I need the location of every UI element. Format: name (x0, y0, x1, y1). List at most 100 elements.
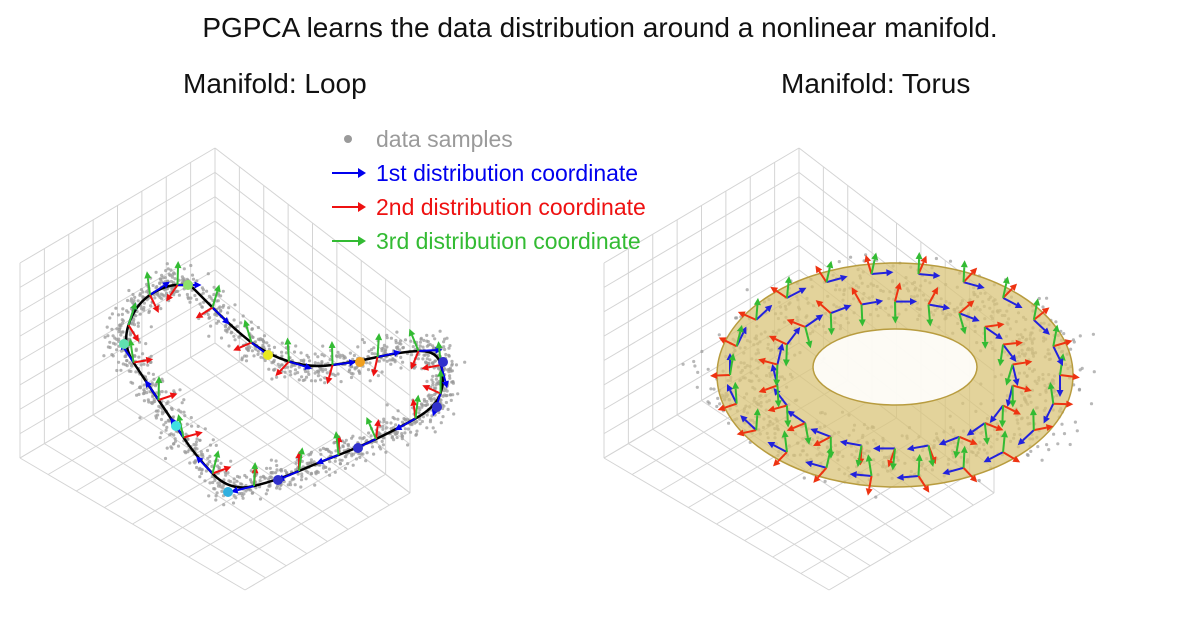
arrow-2nd (325, 364, 334, 385)
arrow-3rd (774, 385, 782, 408)
arrow-2nd (1002, 451, 1021, 463)
arrow-2nd (917, 475, 930, 493)
arrow-3rd (782, 344, 790, 367)
manifold-marker (119, 339, 129, 349)
arrow-2nd (758, 357, 778, 366)
arrow-3rd (960, 445, 968, 468)
arrow-3rd (784, 276, 792, 299)
arrow-2nd (737, 311, 757, 321)
arrow-3rd (858, 304, 866, 327)
arrow-3rd (827, 436, 835, 459)
torus-hole (812, 328, 978, 406)
distribution-arrows-loop (120, 261, 449, 494)
arrow-3rd (284, 337, 292, 362)
arrow-2nd (410, 350, 420, 370)
arrow-2nd (158, 392, 178, 401)
legend-item-3rd: 3rd distribution coordinate (330, 224, 646, 258)
arrow-1st (786, 326, 801, 346)
arrow-1st (145, 380, 160, 401)
arrow-2nd (962, 467, 978, 483)
arrow-1st (394, 417, 416, 431)
arrow-2nd (768, 335, 788, 346)
arrow-2nd (864, 254, 873, 275)
arrow-3rd (855, 445, 863, 468)
arrow-1st (958, 312, 980, 322)
panel-title-loop: Manifold: Loop (183, 68, 367, 99)
arrow-2nd (958, 300, 975, 314)
arrow-3rd (804, 422, 812, 445)
arrow-icon (332, 236, 366, 246)
arrow-2nd (195, 306, 214, 319)
arrow-2nd (815, 300, 832, 314)
arrow-1st (938, 435, 960, 446)
arrow-1st (871, 269, 894, 277)
arrow-1st (805, 460, 827, 469)
arrow-1st (984, 326, 1003, 340)
arrow-1st (918, 271, 941, 279)
arrow-2nd (717, 402, 737, 412)
arrow-3rd (1001, 430, 1008, 453)
manifold-marker (171, 421, 181, 431)
manifold-marker (355, 357, 365, 367)
arrow-2nd (183, 430, 203, 439)
arrow-1st (873, 444, 895, 452)
arrow-3rd (870, 252, 879, 275)
arrow-3rd (127, 302, 138, 326)
arrow-3rd (981, 326, 989, 349)
arrow-1st (1033, 319, 1050, 335)
arrow-1st (804, 314, 824, 328)
arrow-3rd (1009, 385, 1017, 408)
arrow-2nd (1033, 307, 1050, 321)
arrow-1st (288, 360, 312, 370)
arrow-3rd (983, 422, 991, 445)
arrow-3rd (1047, 381, 1055, 404)
arrow-3rd (891, 301, 899, 324)
arrow-1st (786, 287, 807, 299)
arrow-2nd (374, 419, 382, 440)
arrow-2nd (815, 265, 828, 283)
arrow-3rd (297, 447, 305, 472)
arrow-1st (928, 303, 951, 311)
arrow-3rd (960, 260, 968, 283)
arrow-3rd (889, 448, 897, 471)
arrow-1st (440, 364, 449, 389)
arrow-1st (895, 298, 917, 306)
arrow-2nd (1059, 373, 1080, 381)
arrow-2nd (962, 267, 978, 283)
arrow-3rd (728, 353, 736, 376)
arrow-1st (830, 304, 852, 315)
arrow-2nd (1012, 384, 1032, 393)
arrow-2nd (212, 465, 232, 475)
arrow-3rd (865, 454, 873, 477)
arrow-2nd (927, 286, 939, 306)
arrow-2nd (770, 286, 788, 299)
arrow-3rd (825, 260, 834, 283)
arrow-3rd (753, 297, 761, 320)
arrow-3rd (997, 344, 1005, 367)
arrow-3rd (408, 328, 420, 352)
arrow-2nd (421, 363, 442, 371)
arrow-1st (377, 349, 401, 358)
manifold-marker (438, 357, 448, 367)
legend-item-2nd: 2nd distribution coordinate (330, 190, 646, 224)
arrow-3rd (127, 338, 135, 363)
legend: data samples 1st distribution coordinate… (330, 122, 646, 258)
arrow-1st (1052, 345, 1064, 367)
arrow-3rd (1052, 324, 1060, 347)
arrow-1st (1043, 403, 1055, 424)
arrow-3rd (804, 326, 813, 349)
arrow-3rd (1029, 408, 1037, 431)
legend-label-2nd: 2nd distribution coordinate (376, 194, 646, 220)
arrow-1st (755, 304, 773, 321)
arrow-1st (332, 359, 357, 367)
grid-box-loop (19, 147, 411, 591)
arrow-3rd (735, 324, 744, 347)
dot-icon (344, 135, 352, 143)
manifold-marker (432, 402, 442, 412)
arrow-2nd (127, 324, 139, 343)
arrow-3rd (414, 394, 421, 419)
legend-item-samples: data samples (330, 122, 646, 156)
arrow-2nd (1002, 404, 1021, 415)
arrow-3rd (155, 376, 163, 401)
